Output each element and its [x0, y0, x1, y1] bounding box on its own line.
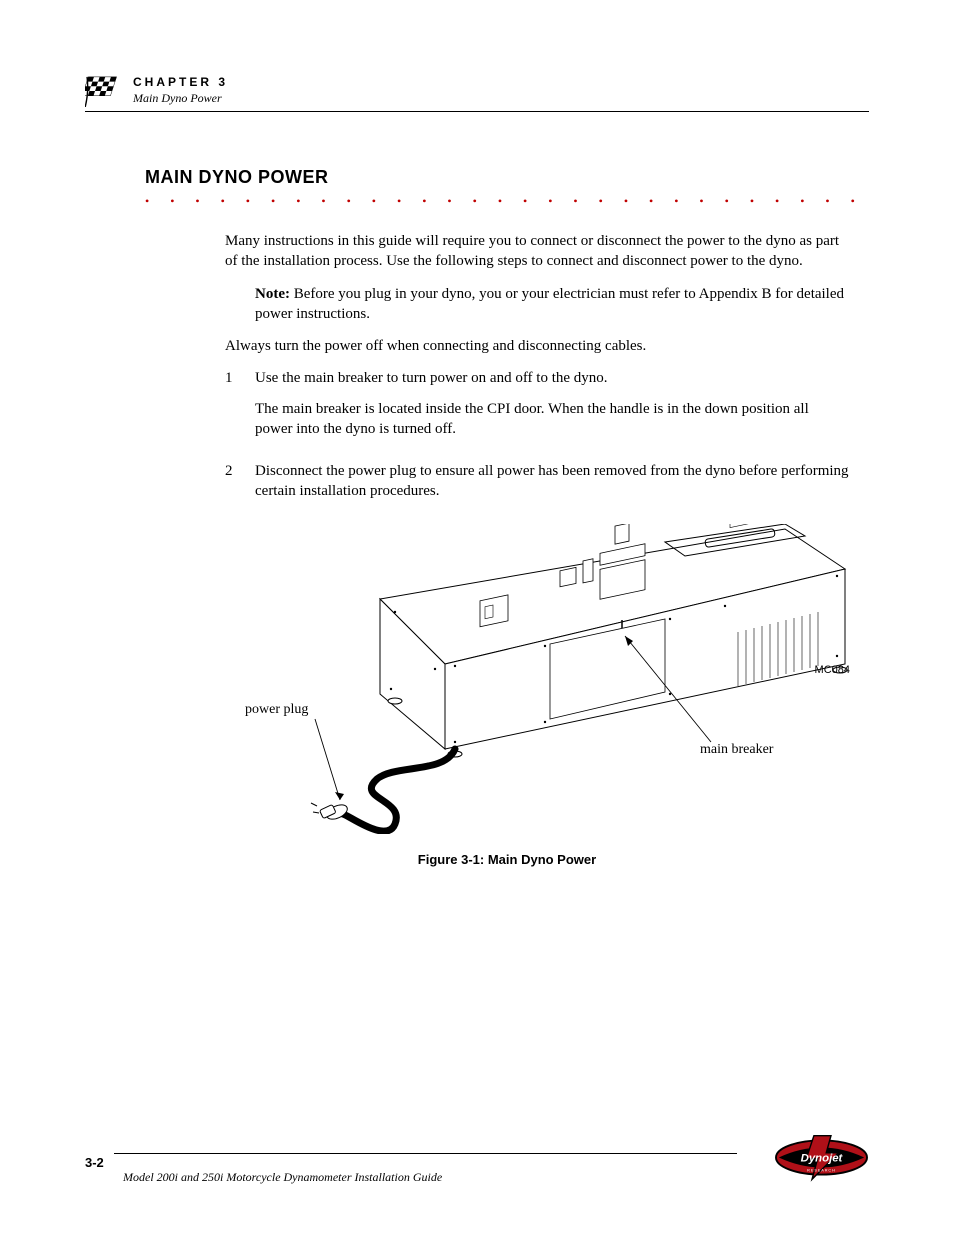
- callout-power-plug: power plug: [245, 702, 308, 718]
- intro-paragraph: Many instructions in this guide will req…: [225, 231, 849, 272]
- svg-text:RESEARCH: RESEARCH: [807, 1169, 836, 1173]
- note-label: Note:: [255, 286, 290, 302]
- dotted-rule: • • • • • • • • • • • • • • • • • • • • …: [145, 194, 869, 209]
- svg-text:Dynojet: Dynojet: [801, 1152, 844, 1164]
- figure-reference-code: MC084: [815, 664, 850, 676]
- note-text: Before you plug in your dyno, you or you…: [255, 286, 844, 322]
- footer-rule: [114, 1153, 737, 1154]
- always-paragraph: Always turn the power off when connectin…: [225, 336, 849, 356]
- figure-3-1: power plug main breaker MC084: [145, 524, 905, 834]
- section-title: MAIN DYNO POWER: [145, 167, 869, 188]
- chapter-subtitle: Main Dyno Power: [133, 91, 228, 107]
- body-text: Many instructions in this guide will req…: [225, 231, 849, 512]
- step-text: The main breaker is located inside the C…: [255, 399, 849, 440]
- flag-icon: [85, 75, 123, 107]
- footer-guide-title: Model 200i and 250i Motorcycle Dynamomet…: [123, 1170, 745, 1185]
- step-number: 1: [225, 368, 255, 449]
- figure-caption: Figure 3-1: Main Dyno Power: [145, 852, 869, 867]
- page-header: CHAPTER 3 Main Dyno Power: [85, 75, 869, 112]
- step-1: 1 Use the main breaker to turn power on …: [225, 368, 849, 449]
- callout-main-breaker: main breaker: [700, 742, 773, 758]
- step-number: 2: [225, 461, 255, 512]
- note-paragraph: Note: Before you plug in your dyno, you …: [255, 284, 849, 325]
- step-2: 2 Disconnect the power plug to ensure al…: [225, 461, 849, 512]
- step-text: Use the main breaker to turn power on an…: [255, 368, 849, 388]
- page-footer: 3-2 Model 200i and 250i Motorcycle Dynam…: [85, 1130, 869, 1185]
- dyno-diagram: [145, 524, 905, 834]
- page-number: 3-2: [85, 1155, 104, 1170]
- dynojet-logo: Dynojet RESEARCH: [774, 1130, 869, 1185]
- chapter-label: CHAPTER 3: [133, 75, 228, 91]
- step-text: Disconnect the power plug to ensure all …: [255, 461, 849, 502]
